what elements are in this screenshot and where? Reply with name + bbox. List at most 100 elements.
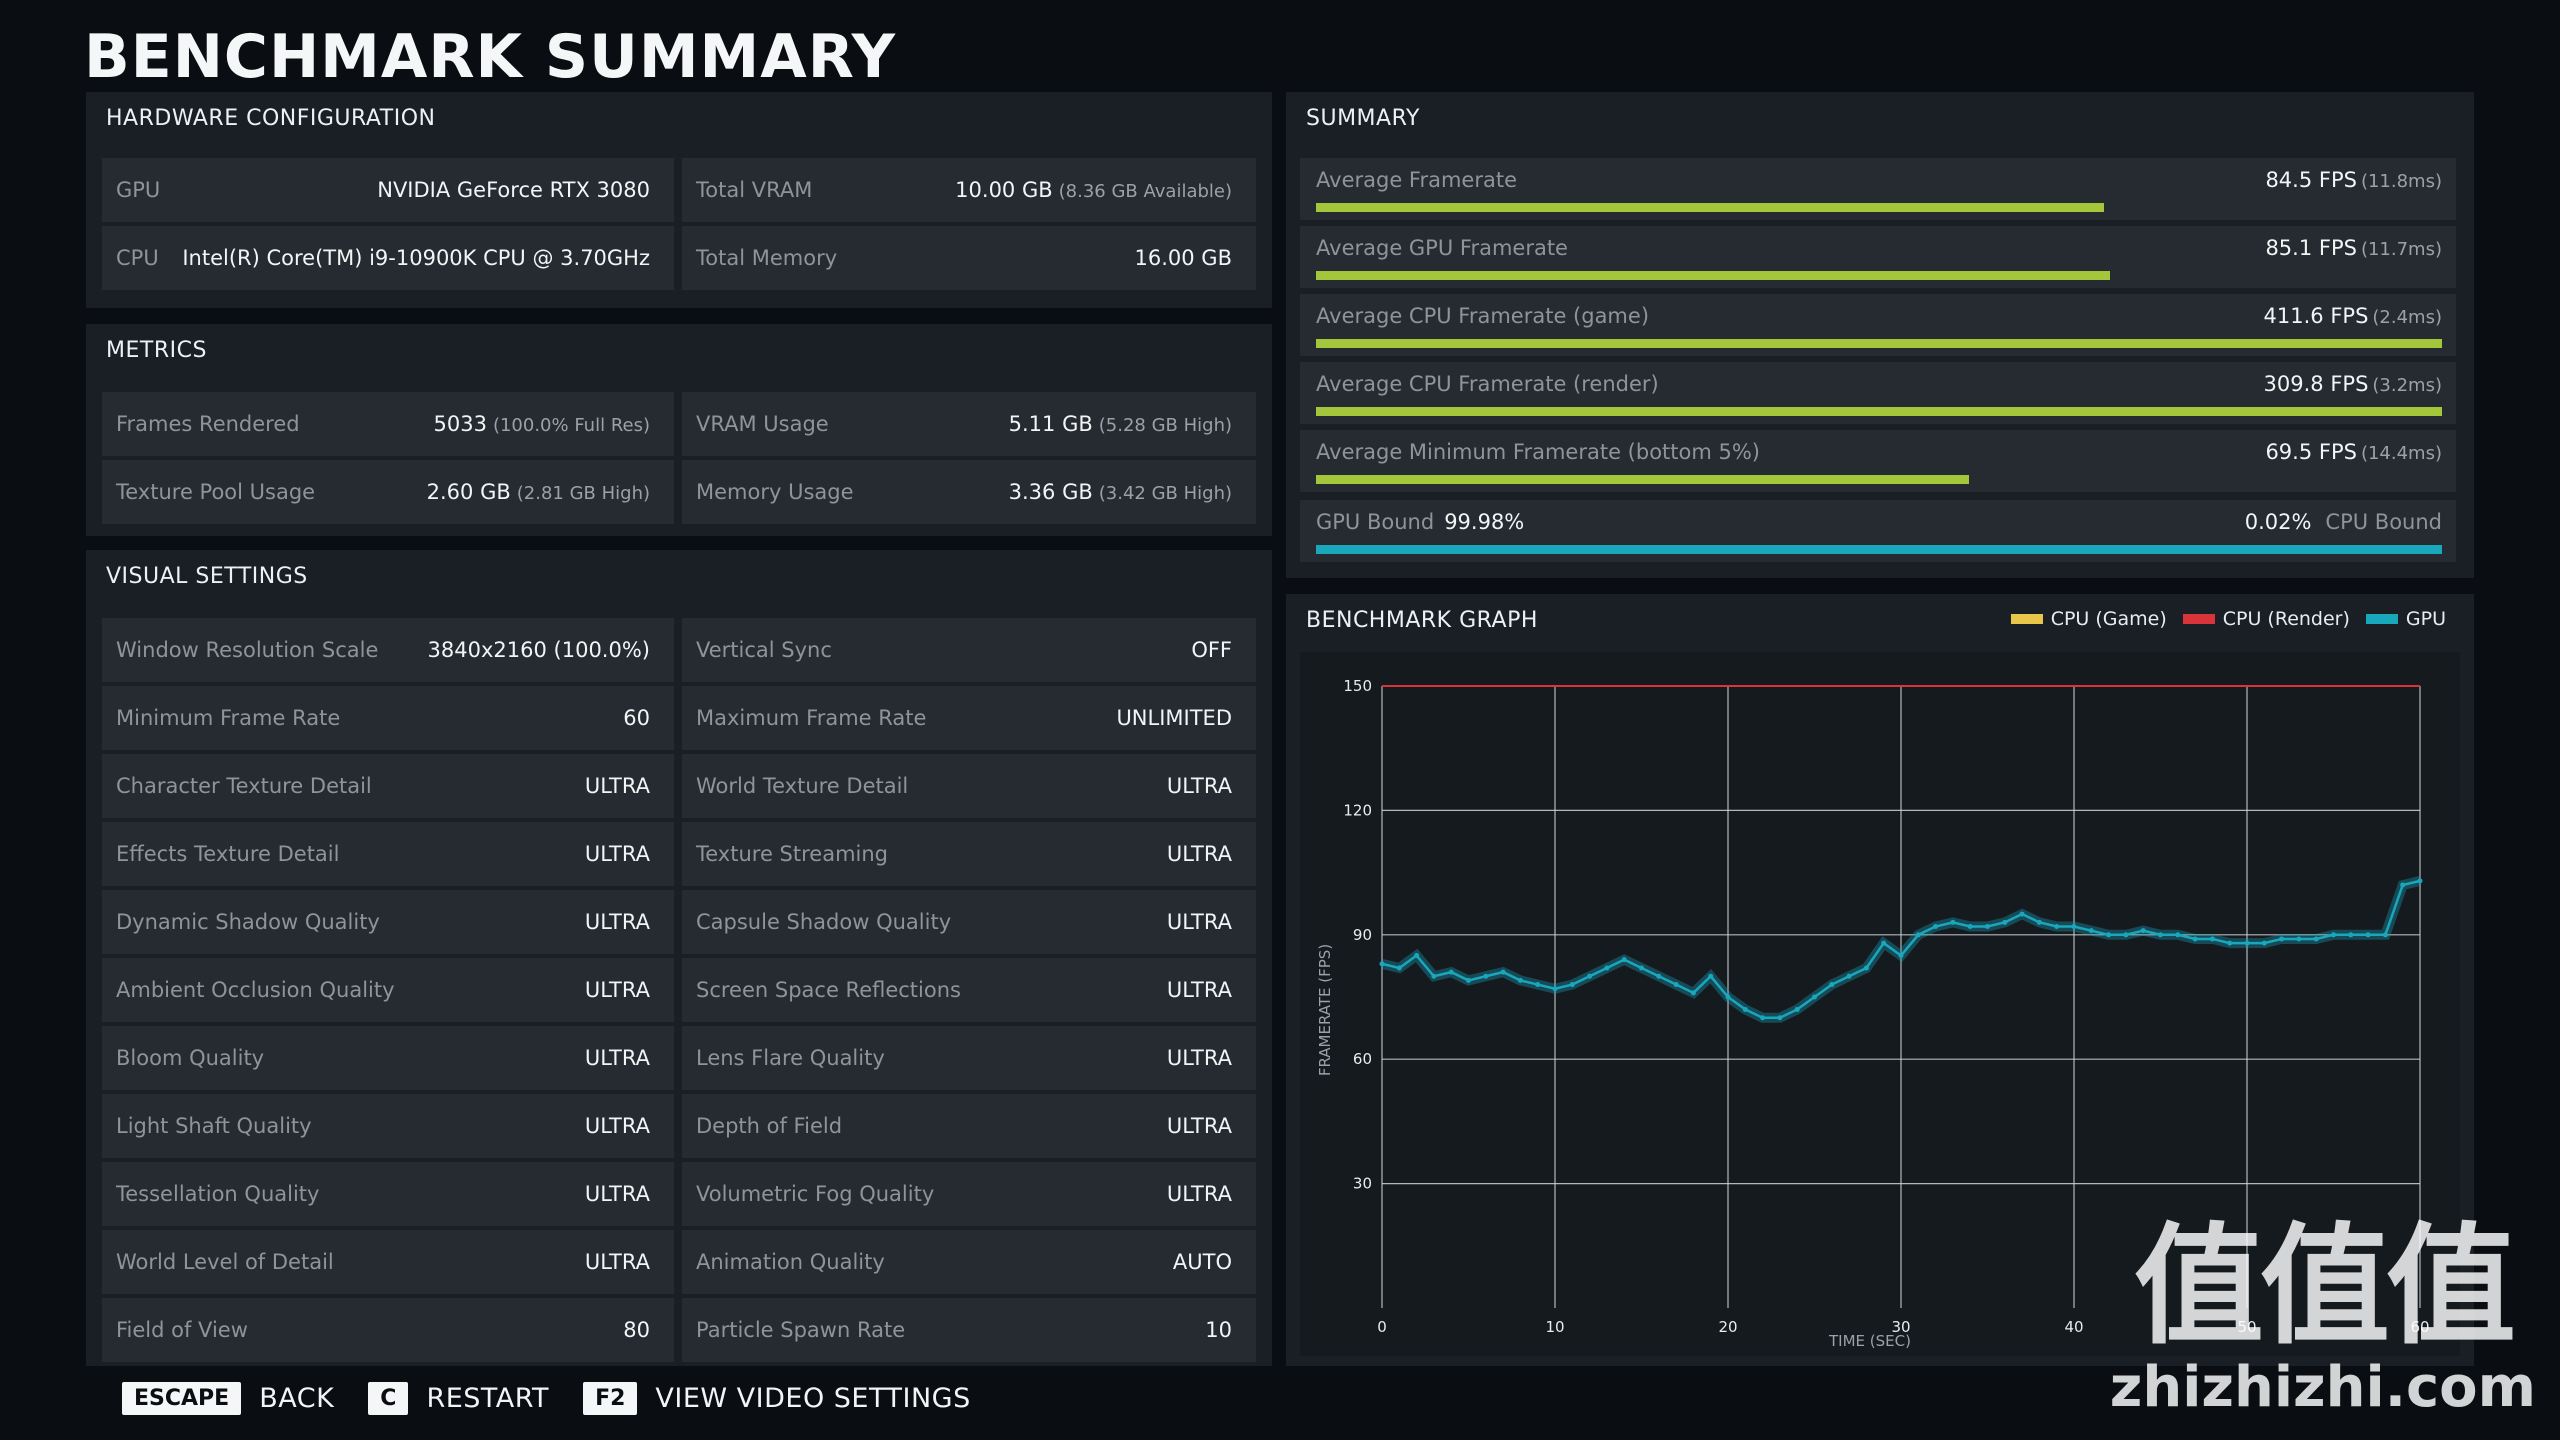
gpu-bound-label: GPU Bound [1316,510,1435,534]
benchmark-graph-svg: FRAMERATE (FPS) TIME (SEC) 0 10 20 30 40 50 60… [1300,652,2460,1356]
summary-bar-track [1316,339,2442,348]
view-video-settings-button[interactable]: VIEW VIDEO SETTINGS [655,1383,971,1414]
setting-window-resolution-scale: Window Resolution Scale 3840x2160 (100.0%… [102,618,674,682]
setting-particle-spawn-rate: Particle Spawn Rate 10 [682,1298,1256,1362]
graph-x-tick-label: 50 [2237,1318,2256,1336]
gpu-data-point [1863,965,1869,971]
gpu-data-point [1396,965,1402,971]
gpu-data-point [1431,973,1437,979]
metric-frames-label: Frames Rendered [116,412,300,436]
summary-bar-fill [1316,271,2110,280]
visual-settings-header: VISUAL SETTINGS [106,564,308,589]
gpu-data-point [1517,977,1523,983]
setting-label: World Level of Detail [116,1250,334,1274]
summary-row-label: Average CPU Framerate (render) [1316,372,1659,396]
hw-memory-label: Total Memory [696,246,838,270]
setting-texture-streaming: Texture Streaming ULTRA [682,822,1256,886]
setting-value: ULTRA [584,1114,650,1138]
hw-gpu-label: GPU [116,178,161,202]
setting-value: ULTRA [584,774,650,798]
legend-cpu-game-label: CPU (Game) [2050,608,2167,630]
metric-memory-cell: Memory Usage 3.36 GB (3.42 GB High) [682,460,1256,524]
setting-value: ULTRA [1166,1182,1232,1206]
gpu-data-point [1552,986,1558,992]
setting-value: 80 [623,1318,650,1342]
gpu-data-point [2365,932,2371,938]
restart-button[interactable]: RESTART [426,1383,550,1414]
legend-cpu-render: CPU (Render) [2182,608,2350,630]
graph-x-axis-label: TIME (SEC) [1828,1332,1911,1350]
graph-legend: CPU (Game) CPU (Render) GPU [2010,608,2446,630]
gpu-data-point [2158,932,2163,938]
summary-row-ms: (2.4ms) [2372,307,2442,328]
back-button[interactable]: BACK [259,1383,335,1414]
footer-actions: ESCAPE BACK C RESTART F2 VIEW VIDEO SETT… [122,1382,1005,1415]
metric-vram-cell: VRAM Usage 5.11 GB (5.28 GB High) [682,392,1256,456]
metric-texture-pool-sub: (2.81 GB High) [516,483,650,504]
c-key-badge[interactable]: C [368,1382,409,1415]
legend-cpu-render-swatch [2182,614,2215,624]
setting-capsule-shadow-quality: Capsule Shadow Quality ULTRA [682,890,1256,954]
setting-label: Texture Streaming [696,842,889,866]
f2-key-badge[interactable]: F2 [583,1382,638,1415]
gpu-bound: GPU Bound 99.98% [1316,510,1524,534]
setting-world-level-of-detail: World Level of Detail ULTRA [102,1230,674,1294]
gpu-data-point [2106,932,2112,938]
graph-y-tick-label: 150 [1343,677,1372,695]
summary-bar-track [1316,475,2442,484]
bound-bar-fill [1316,545,2442,554]
escape-key-badge[interactable]: ESCAPE [122,1382,242,1415]
gpu-data-point [2382,932,2388,938]
graph-y-axis-label: FRAMERATE (FPS) [1316,944,1334,1076]
gpu-data-point [2279,936,2285,942]
gpu-data-point [2019,911,2025,917]
hw-memory-value: 16.00 GB [1134,246,1232,270]
gpu-data-point [2348,932,2354,938]
setting-world-texture-detail: World Texture Detail ULTRA [682,754,1256,818]
setting-value: ULTRA [584,978,650,1002]
setting-value: 3840x2160 (100.0%) [427,638,650,662]
gpu-data-point [1466,977,1471,983]
setting-label: Capsule Shadow Quality [696,910,952,934]
summary-row: Average Framerate 84.5 FPS (11.8ms) [1300,158,2456,220]
gpu-data-point [1621,957,1627,963]
metrics-panel: METRICS Frames Rendered 5033 (100.0% Full… [86,324,1272,536]
metric-memory-sub: (3.42 GB High) [1098,483,1232,504]
setting-value: OFF [1191,638,1232,662]
gpu-data-point [2331,932,2336,938]
setting-label: Window Resolution Scale [116,638,379,662]
metric-vram-label: VRAM Usage [696,412,829,436]
metric-texture-pool-value: 2.60 GB [426,480,511,504]
setting-character-texture-detail: Character Texture Detail ULTRA [102,754,674,818]
gpu-data-point [1535,982,1541,988]
setting-label: Ambient Occlusion Quality [116,978,395,1002]
gpu-data-point [2140,928,2146,934]
setting-label: Vertical Sync [696,638,832,662]
summary-row-value: 309.8 FPS (3.2ms) [2264,372,2442,396]
gpu-data-point [1794,1006,1800,1012]
hw-vram-cell: Total VRAM 10.00 GB (8.36 GB Available) [682,158,1256,222]
metric-frames-sub: (100.0% Full Res) [492,415,650,436]
graph-y-tick-label: 120 [1343,801,1372,819]
gpu-data-point [2400,882,2406,888]
watermark-logo: 值值值 zhizhizhi.com [2110,1221,2536,1420]
summary-bar-track [1316,271,2442,280]
summary-row-fps: 85.1 FPS [2265,236,2357,260]
graph-x-tick-label: 0 [1377,1318,1387,1336]
summary-bar-fill [1316,339,2442,348]
legend-gpu-swatch [2365,614,2398,624]
setting-value: UNLIMITED [1116,706,1232,730]
summary-row: Average GPU Framerate 85.1 FPS (11.7ms) [1300,226,2456,288]
hw-gpu-cell: GPU NVIDIA GeForce RTX 3080 [102,158,674,222]
cpu-bound-label: CPU Bound [2325,510,2442,534]
setting-depth-of-field: Depth of Field ULTRA [682,1094,1256,1158]
gpu-data-point [2417,878,2423,884]
setting-tessellation-quality: Tessellation Quality ULTRA [102,1162,674,1226]
gpu-data-point [2123,932,2129,938]
setting-effects-texture-detail: Effects Texture Detail ULTRA [102,822,674,886]
setting-value: ULTRA [584,1182,650,1206]
legend-cpu-render-label: CPU (Render) [2222,608,2350,630]
cpu-bound: 0.02% CPU Bound [2245,510,2442,534]
visual-settings-panel: VISUAL SETTINGS Window Resolution Scale 3… [86,550,1272,1366]
gpu-data-point [2313,936,2319,942]
